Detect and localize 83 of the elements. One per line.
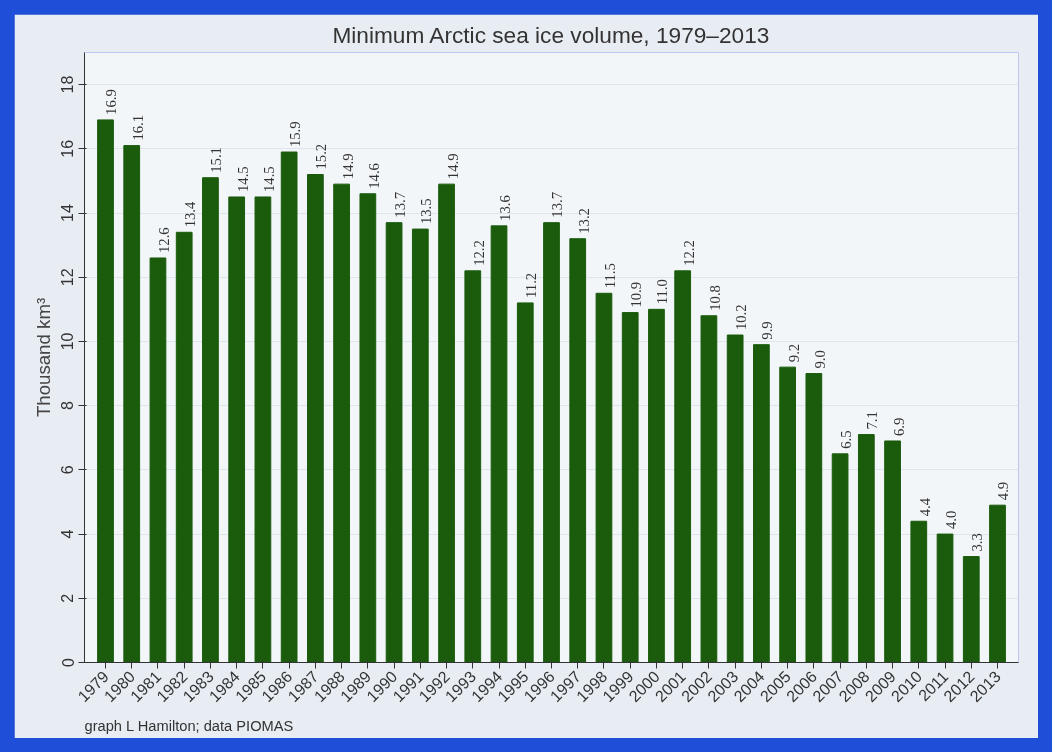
data-label: 12.2	[680, 240, 697, 266]
bar	[149, 257, 167, 663]
bar	[962, 556, 980, 663]
y-tick-label: 4	[59, 529, 77, 539]
bar	[228, 196, 246, 663]
data-label: 11.5	[601, 263, 618, 289]
data-label: 14.5	[234, 166, 251, 192]
data-label: 4.0	[943, 510, 960, 530]
bar	[910, 520, 928, 663]
bar	[175, 231, 193, 663]
bar	[621, 312, 639, 663]
bar	[516, 302, 534, 663]
y-tick-label: 16	[59, 139, 77, 158]
bar	[490, 225, 508, 663]
bar	[438, 183, 455, 663]
data-label: 4.9	[995, 481, 1012, 501]
bar	[936, 533, 954, 663]
y-tick-label: 18	[59, 75, 77, 94]
bar	[779, 366, 796, 663]
y-axis-title: Thousand km³	[32, 297, 54, 418]
data-label: 11.2	[523, 272, 540, 298]
bar	[857, 434, 875, 663]
data-label: 16.9	[103, 89, 120, 115]
bar	[202, 177, 219, 663]
bar	[569, 238, 587, 663]
data-label: 3.3	[969, 533, 986, 552]
data-label: 13.6	[497, 195, 514, 221]
data-label: 9.9	[759, 321, 776, 340]
bar	[884, 440, 901, 663]
data-label: 6.9	[890, 417, 907, 436]
bar	[726, 334, 744, 663]
data-label: 12.2	[470, 240, 487, 266]
data-label: 13.7	[549, 192, 566, 218]
bar	[543, 222, 560, 663]
bar	[123, 145, 141, 663]
data-label: 12.6	[155, 227, 172, 253]
y-tick-label: 10	[59, 332, 77, 351]
data-label: 13.5	[418, 198, 435, 225]
data-label: 6.5	[838, 430, 855, 449]
bar	[648, 308, 665, 663]
data-label: 10.8	[706, 285, 723, 311]
y-tick-label: 14	[59, 204, 77, 222]
data-label: 4.4	[916, 497, 933, 517]
y-tick-label: 2	[59, 593, 77, 603]
bar	[700, 315, 718, 663]
data-label: 14.9	[444, 153, 461, 180]
text: graph L Hamilton; data PIOMAS	[84, 717, 294, 734]
bar	[411, 228, 429, 663]
y-tick-label: 8	[59, 401, 77, 411]
data-label: 14.5	[260, 166, 277, 192]
data-label: 14.9	[339, 153, 356, 180]
bar	[464, 270, 482, 663]
data-label: 9.0	[811, 350, 828, 369]
bar	[595, 292, 613, 663]
data-label: 9.2	[785, 343, 802, 363]
y-tick-label: 12	[59, 268, 77, 287]
data-label: 10.2	[733, 304, 750, 331]
bar	[753, 344, 770, 663]
bar	[280, 151, 298, 663]
data-label: 14.6	[365, 163, 382, 189]
bar	[805, 373, 823, 663]
data-label: 11.0	[654, 279, 671, 305]
data-label: 10.9	[628, 281, 645, 308]
bar	[674, 270, 692, 663]
chart-title: Minimum Arctic sea ice volume, 1979–2013	[332, 21, 770, 48]
bar	[359, 193, 377, 663]
bar	[385, 222, 403, 663]
y-tick-label: 0	[59, 657, 77, 667]
data-label: 7.1	[864, 411, 881, 430]
data-label: 15.9	[287, 121, 304, 148]
bar	[254, 196, 272, 663]
y-tick-label: 6	[59, 465, 77, 475]
bar	[333, 183, 350, 663]
bar	[307, 174, 324, 663]
bar	[989, 504, 1006, 663]
bar	[831, 453, 849, 663]
data-label: 16.1	[129, 114, 146, 141]
data-label: 13.4	[182, 200, 199, 228]
bar	[97, 119, 114, 663]
data-label: 15.1	[208, 147, 225, 173]
data-label: 15.2	[313, 143, 330, 170]
data-label: 13.2	[575, 208, 592, 234]
data-label: 13.7	[392, 192, 409, 218]
